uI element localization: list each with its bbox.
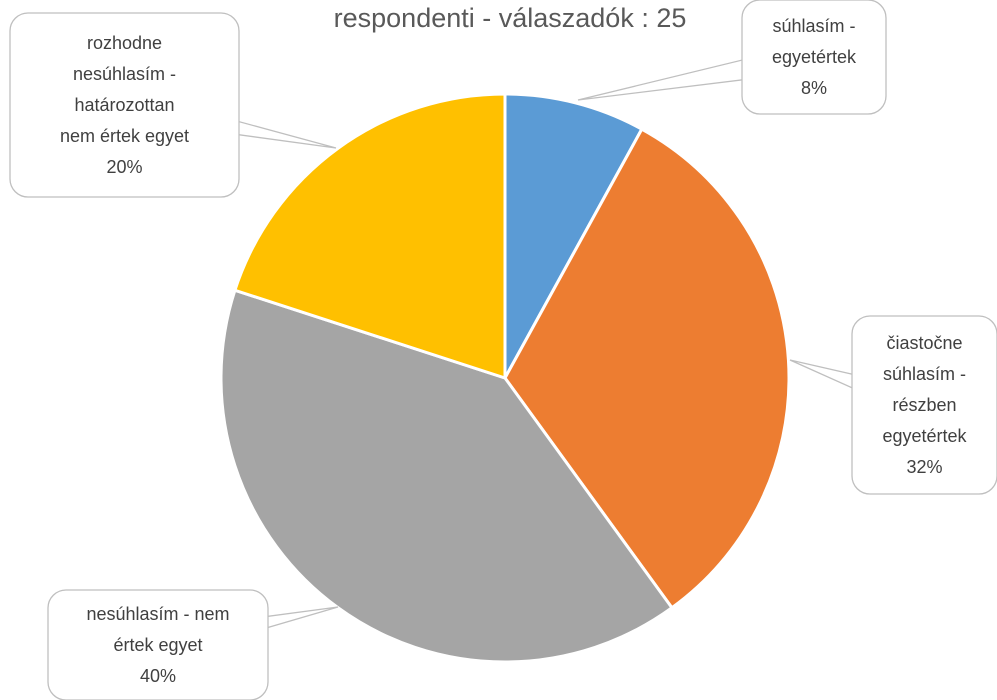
category-label-line: részben [892, 395, 956, 415]
category-label-line: nem értek egyet [60, 126, 189, 146]
pie-slice-ciastocne-suhlasim [503, 127, 791, 610]
category-label-line: egyetértek [882, 426, 967, 446]
category-label-line: értek egyet [113, 635, 202, 655]
category-label-line: egyetértek [772, 47, 857, 67]
callouts: súhlasím - egyetértek 8% čiastočne súhlasím … [9, 0, 997, 700]
category-label-line: határozottan [74, 95, 174, 115]
callout-suhlasim: súhlasím - egyetértek 8% [741, 0, 887, 115]
callout-ciastocne-suhlasim: čiastočne súhlasím - részben egyetértek 32% [851, 315, 997, 495]
callout-nesuhlasim: nesúhlasím - nem értek egyet 40% [47, 589, 269, 700]
value-label: 32% [906, 457, 942, 477]
category-label-line: čiastočne [886, 333, 962, 353]
chart-title: respondenti - válaszadók : 25 [334, 3, 687, 33]
pie-slice-rozhodne-nesuhlasim [233, 92, 507, 381]
category-label-line: nesúhlasím - nem [86, 604, 229, 624]
callout-box [851, 315, 997, 495]
callout-box [741, 0, 887, 115]
value-label: 20% [106, 157, 142, 177]
category-label-line: súhlasím - [772, 16, 855, 36]
callout-rozhodne-nesuhlasim: rozhodne nesúhlasím - határozottan nem érte… [9, 12, 240, 198]
value-label: 8% [801, 78, 827, 98]
callout-box [9, 12, 240, 198]
category-label-line: nesúhlasím - [73, 64, 176, 84]
pie-slice-nesuhlasim [219, 288, 675, 664]
pie-slices [219, 92, 791, 664]
pie-slice-suhlasim [503, 92, 644, 379]
category-label-line: súhlasím - [883, 364, 966, 384]
category-label-line: rozhodne [87, 33, 162, 53]
value-label: 40% [140, 666, 176, 686]
callout-box [47, 589, 269, 700]
